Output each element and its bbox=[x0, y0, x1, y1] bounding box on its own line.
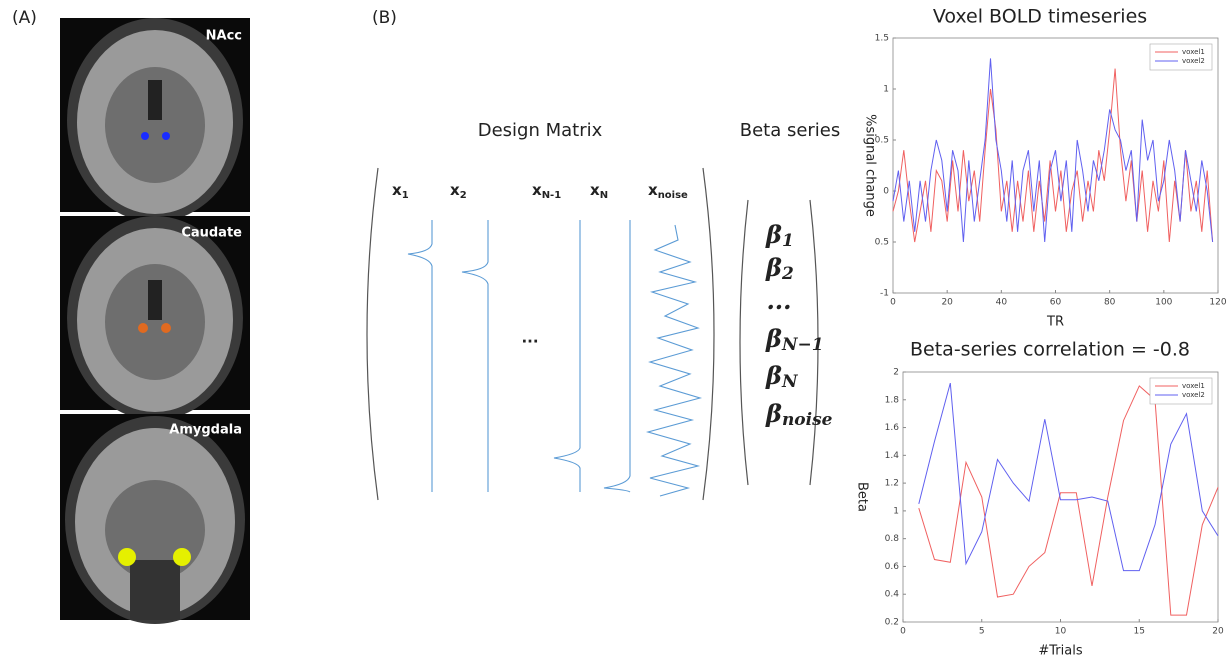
y-tick-label: -1 bbox=[880, 289, 889, 299]
chart-title: Voxel BOLD timeseries bbox=[933, 6, 1147, 28]
bracket bbox=[740, 200, 748, 485]
x-tick-label: 80 bbox=[1104, 298, 1116, 308]
beta-label-sub: N bbox=[781, 372, 799, 392]
y-tick-label: 0.5 bbox=[875, 136, 889, 146]
beta-label-base: β bbox=[765, 220, 782, 249]
y-tick-label: 1 bbox=[883, 85, 889, 95]
y-tick-label: 2 bbox=[893, 368, 899, 378]
figure-canvas: (A) NAcc Caudate Amygdala (B) Design Mat… bbox=[0, 0, 1232, 663]
beta-label: β2 bbox=[765, 253, 794, 284]
regressor bbox=[554, 220, 580, 492]
x-tick-label: 20 bbox=[1212, 627, 1224, 637]
beta-label: βN bbox=[765, 361, 799, 392]
brain-slice bbox=[60, 414, 250, 624]
roi-label: Caudate bbox=[181, 226, 242, 241]
column-label-sub: noise bbox=[658, 190, 688, 201]
beta-label-base: β bbox=[765, 253, 782, 282]
beta-label: ... bbox=[766, 286, 791, 315]
y-tick-label: 0.4 bbox=[885, 590, 900, 600]
column-label: xN-1 bbox=[532, 181, 561, 202]
x-tick-label: 10 bbox=[1055, 627, 1067, 637]
beta-label-sub: N−1 bbox=[781, 335, 824, 355]
chart-title: Beta-series correlation = -0.8 bbox=[910, 339, 1190, 361]
ellipsis: ... bbox=[521, 329, 538, 347]
roi-label: NAcc bbox=[206, 29, 242, 44]
column-label: xnoise bbox=[648, 181, 688, 202]
x-axis-label: TR bbox=[1046, 315, 1064, 330]
y-tick-label: 1.5 bbox=[875, 34, 889, 44]
column-label-sub: N bbox=[600, 190, 608, 201]
column-label-base: x bbox=[532, 181, 542, 199]
x-tick-label: 120 bbox=[1209, 298, 1226, 308]
x-axis-label: #Trials bbox=[1038, 644, 1082, 659]
plot-area bbox=[893, 38, 1218, 293]
x-tick-label: 0 bbox=[890, 298, 896, 308]
roi-label: Amygdala bbox=[169, 423, 242, 438]
x-tick-label: 5 bbox=[979, 627, 985, 637]
column-label-base: x bbox=[392, 181, 402, 199]
beta-label-sub: noise bbox=[782, 410, 833, 430]
beta-label-base: ... bbox=[766, 286, 791, 315]
beta-label-base: β bbox=[765, 361, 782, 390]
legend-label: voxel1 bbox=[1182, 382, 1205, 390]
legend-label: voxel2 bbox=[1182, 57, 1205, 65]
x-tick-label: 40 bbox=[996, 298, 1008, 308]
y-tick-label: 1 bbox=[893, 506, 899, 516]
panel-label: (B) bbox=[372, 8, 397, 28]
column-label-base: x bbox=[590, 181, 600, 199]
y-tick-label: 0 bbox=[883, 187, 889, 197]
beta-label-sub: 1 bbox=[782, 231, 794, 251]
regressor bbox=[408, 220, 432, 492]
y-tick-label: 0.5 bbox=[875, 238, 889, 248]
bracket bbox=[703, 168, 714, 500]
beta-label: β1 bbox=[765, 220, 794, 251]
column-label-sub: 2 bbox=[460, 190, 467, 201]
regressor bbox=[462, 220, 488, 492]
legend-label: voxel2 bbox=[1182, 391, 1205, 399]
x-tick-label: 20 bbox=[941, 298, 953, 308]
x-tick-label: 0 bbox=[900, 627, 906, 637]
plot-area bbox=[903, 372, 1218, 622]
beta-label-sub: 2 bbox=[781, 264, 794, 284]
legend-label: voxel1 bbox=[1182, 48, 1205, 56]
figure: (A) NAcc Caudate Amygdala (B) Design Mat… bbox=[0, 0, 1232, 663]
column-label: x2 bbox=[450, 181, 467, 202]
y-axis-label: %signal change bbox=[863, 114, 878, 217]
y-tick-label: 1.4 bbox=[885, 451, 900, 461]
brain-slice bbox=[60, 216, 250, 420]
x-tick-label: 60 bbox=[1050, 298, 1062, 308]
regressor bbox=[604, 220, 630, 492]
beta-label: βN−1 bbox=[765, 324, 824, 355]
column-label-sub: N-1 bbox=[542, 190, 562, 201]
section-title: Design Matrix bbox=[478, 120, 603, 141]
beta-label-base: β bbox=[765, 324, 782, 353]
y-tick-label: 1.8 bbox=[885, 395, 900, 405]
column-label-base: x bbox=[450, 181, 460, 199]
column-label: x1 bbox=[392, 181, 409, 202]
beta-label-base: β bbox=[765, 399, 782, 428]
noise-regressor bbox=[648, 225, 700, 496]
x-tick-label: 100 bbox=[1155, 298, 1172, 308]
y-tick-label: 1.6 bbox=[885, 423, 900, 433]
y-axis-label: Beta bbox=[855, 482, 870, 512]
column-label: xN bbox=[590, 181, 608, 202]
brain-slice bbox=[60, 18, 250, 222]
y-tick-label: 1.2 bbox=[885, 479, 899, 489]
x-tick-label: 15 bbox=[1134, 627, 1145, 637]
column-label-sub: 1 bbox=[402, 190, 409, 201]
section-title: Beta series bbox=[740, 120, 841, 141]
y-tick-label: 0.6 bbox=[885, 562, 900, 572]
beta-label: βnoise bbox=[765, 399, 833, 430]
column-label-base: x bbox=[648, 181, 658, 199]
bracket bbox=[367, 168, 378, 500]
panel-label: (A) bbox=[12, 8, 37, 28]
y-tick-label: 0.8 bbox=[885, 534, 900, 544]
y-tick-label: 0.2 bbox=[885, 618, 899, 628]
